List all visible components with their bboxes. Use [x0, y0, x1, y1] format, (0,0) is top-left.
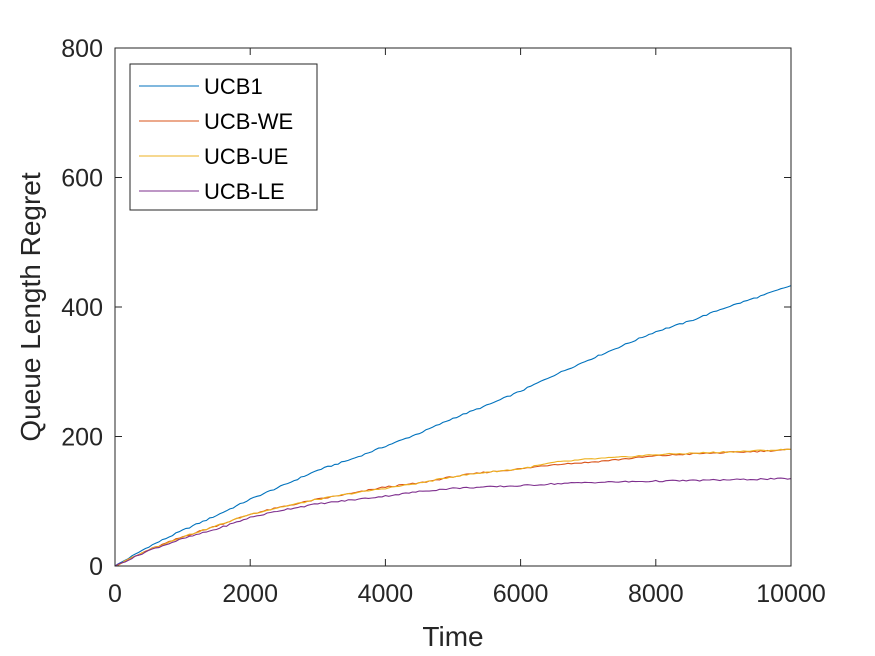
legend-label-ucb-ue: UCB-UE: [204, 144, 288, 169]
y-tick-label: 0: [89, 553, 103, 581]
series-layer: [114, 285, 792, 567]
y-tick-label: 400: [61, 294, 103, 322]
series-line-ucb-le: [114, 477, 792, 567]
y-tick-label: 800: [61, 35, 103, 63]
y-axis-label: Queue Length Regret: [15, 172, 46, 442]
series-line-ucb-ue: [114, 448, 792, 567]
legend-label-ucb-le: UCB-LE: [204, 179, 285, 204]
y-tick-label: 200: [61, 424, 103, 452]
x-tick-label: 4000: [358, 580, 414, 608]
x-tick-label: 10000: [756, 580, 826, 608]
axes-layer: 0 2000 4000 6000 8000 10000 0 200 400 600 800: [61, 35, 825, 608]
y-tick-label: 600: [61, 165, 103, 193]
x-tick-label: 6000: [493, 580, 549, 608]
x-tick-label: 2000: [222, 580, 278, 608]
x-tick-label: 0: [108, 580, 122, 608]
legend: UCB1 UCB-WE UCB-UE UCB-LE: [129, 63, 318, 211]
x-tick-label: 8000: [628, 580, 684, 608]
legend-label-ucb-we: UCB-WE: [204, 109, 293, 134]
legend-box: [129, 63, 318, 211]
x-axis-label: Time: [422, 621, 483, 652]
series-line-ucb1: [114, 285, 792, 567]
legend-label-ucb1: UCB1: [204, 74, 263, 99]
